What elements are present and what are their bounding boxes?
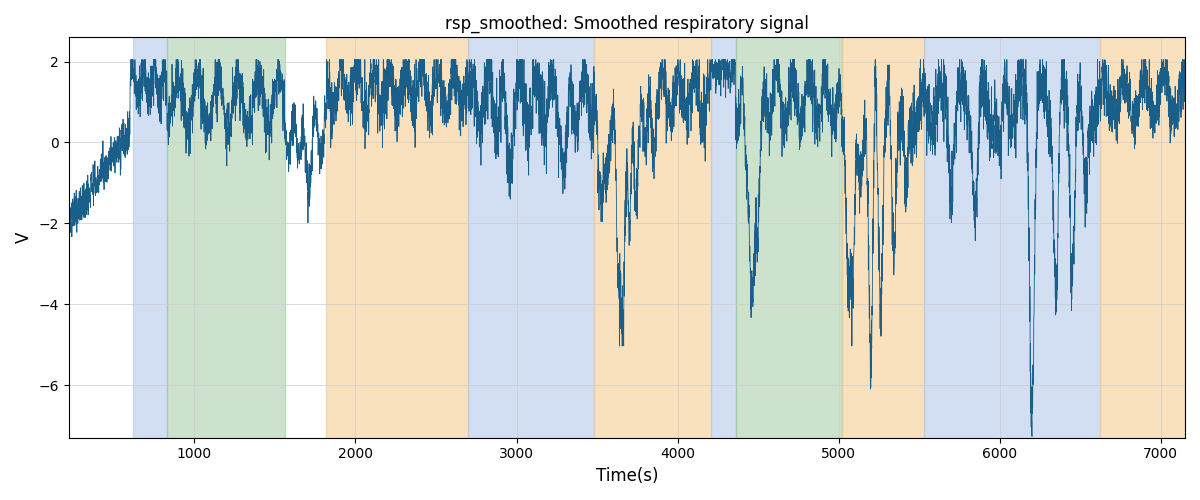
Bar <box>594 38 712 438</box>
Bar <box>326 38 468 438</box>
Title: rsp_smoothed: Smoothed respiratory signal: rsp_smoothed: Smoothed respiratory signa… <box>445 15 809 34</box>
Bar <box>712 38 736 438</box>
Bar <box>924 38 1099 438</box>
Bar <box>167 38 284 438</box>
Y-axis label: V: V <box>16 232 34 243</box>
Bar <box>842 38 924 438</box>
X-axis label: Time(s): Time(s) <box>595 467 658 485</box>
Bar <box>468 38 594 438</box>
Bar <box>736 38 842 438</box>
Bar <box>133 38 167 438</box>
Bar <box>1099 38 1184 438</box>
